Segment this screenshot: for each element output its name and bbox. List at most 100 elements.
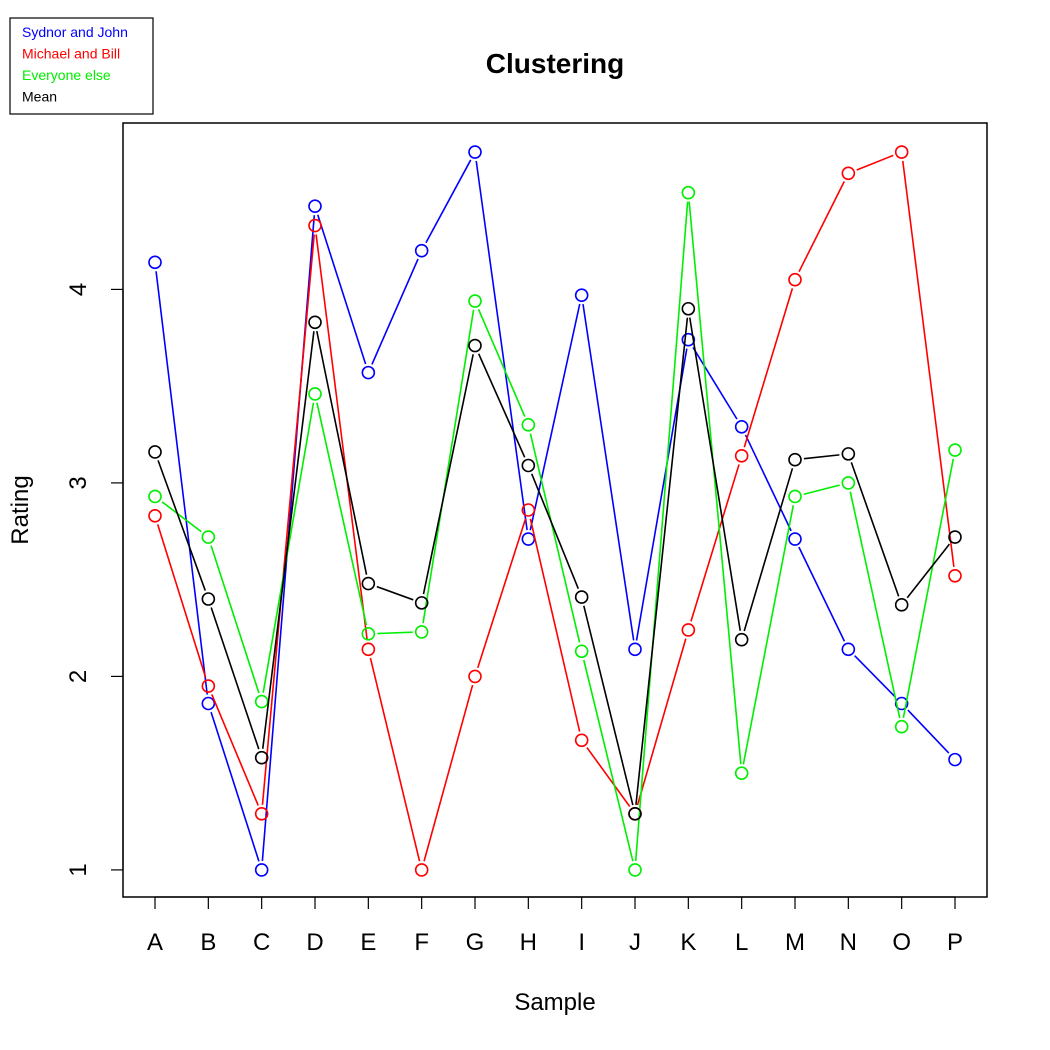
x-tick-label: C bbox=[253, 929, 270, 956]
series-line-segment bbox=[854, 655, 896, 698]
data-point bbox=[841, 166, 856, 181]
series-line-segment bbox=[902, 458, 955, 719]
series-line-segment bbox=[316, 402, 368, 626]
data-point bbox=[574, 590, 589, 604]
data-point bbox=[788, 452, 802, 467]
legend-entry: Sydnor and John bbox=[22, 24, 128, 40]
series-line-segment bbox=[262, 402, 315, 693]
data-point bbox=[414, 863, 429, 877]
x-tick-label: O bbox=[892, 929, 911, 956]
x-axis: A B C D E F G H I J K L M N O P bbox=[147, 896, 963, 956]
series-line-segment bbox=[476, 518, 527, 669]
series-2 bbox=[148, 185, 962, 877]
data-point bbox=[361, 576, 376, 591]
data-point bbox=[574, 733, 589, 748]
series-line-segment bbox=[530, 473, 580, 590]
data-point bbox=[841, 642, 856, 657]
series-line-segment bbox=[211, 694, 259, 806]
series-line-segment bbox=[161, 501, 202, 533]
data-point bbox=[254, 863, 269, 877]
series-line-segment bbox=[906, 543, 951, 599]
series-line-segment bbox=[849, 491, 901, 719]
data-point bbox=[788, 272, 802, 287]
data-point bbox=[201, 592, 216, 606]
series-line-segment bbox=[316, 214, 367, 365]
series-line-segment bbox=[423, 684, 474, 862]
data-point bbox=[628, 642, 642, 657]
x-tick-label: H bbox=[520, 929, 537, 956]
series-line-segment bbox=[636, 638, 687, 806]
y-tick-label: 1 bbox=[65, 863, 92, 876]
series-line-segment bbox=[210, 607, 260, 750]
data-point bbox=[254, 806, 269, 821]
data-point bbox=[948, 443, 962, 457]
data-point bbox=[948, 568, 962, 583]
x-tick-label: N bbox=[840, 929, 857, 956]
x-tick-label: L bbox=[735, 929, 748, 956]
series-line-segment bbox=[856, 154, 894, 171]
data-point bbox=[894, 598, 909, 612]
x-tick-label: A bbox=[147, 929, 163, 956]
x-tick-label: J bbox=[629, 929, 641, 956]
data-point bbox=[201, 696, 216, 711]
data-point bbox=[574, 644, 589, 659]
series-line-segment bbox=[743, 468, 794, 632]
series-line-segment bbox=[583, 659, 634, 862]
legend-entry: Michael and Bill bbox=[22, 46, 120, 62]
y-axis: 1 2 3 4 bbox=[65, 283, 124, 877]
data-point bbox=[841, 447, 856, 461]
series-line-segment bbox=[798, 546, 846, 642]
series-line-segment bbox=[210, 545, 260, 694]
data-point bbox=[468, 294, 482, 308]
series-line-segment bbox=[850, 462, 900, 597]
series-line-segment bbox=[316, 330, 368, 575]
data-point bbox=[254, 694, 269, 709]
series-line-segment bbox=[155, 271, 209, 695]
data-point bbox=[148, 489, 162, 504]
data-point bbox=[148, 255, 162, 270]
data-point bbox=[628, 863, 642, 877]
data-point bbox=[681, 185, 696, 200]
data-point bbox=[148, 445, 162, 459]
series-line-segment bbox=[803, 484, 840, 496]
data-point bbox=[841, 476, 856, 490]
data-point bbox=[734, 766, 749, 780]
x-tick-label: B bbox=[200, 929, 216, 956]
y-tick-label: 4 bbox=[65, 283, 92, 296]
series-line-segment bbox=[692, 346, 738, 420]
x-tick-label: K bbox=[680, 929, 696, 956]
data-point bbox=[788, 532, 802, 546]
series-line-segment bbox=[582, 303, 635, 641]
x-tick-label: G bbox=[466, 929, 485, 956]
data-point bbox=[308, 387, 322, 401]
series-line-segment bbox=[210, 711, 260, 862]
x-tick-label: M bbox=[785, 929, 805, 956]
data-point bbox=[414, 625, 429, 639]
data-point bbox=[468, 338, 482, 353]
data-point bbox=[521, 503, 536, 517]
series-line-segment bbox=[742, 505, 795, 765]
legend: Sydnor and John Michael and Bill Everyone … bbox=[9, 17, 154, 115]
data-point bbox=[521, 418, 536, 432]
series-line-segment bbox=[371, 258, 419, 365]
series-line-segment bbox=[425, 159, 472, 244]
data-point bbox=[201, 530, 216, 544]
x-tick-label: F bbox=[414, 929, 429, 956]
data-point bbox=[681, 301, 696, 316]
data-point bbox=[894, 719, 909, 734]
data-point bbox=[734, 449, 749, 463]
data-point bbox=[148, 509, 162, 523]
series-line-segment bbox=[529, 433, 581, 643]
data-point bbox=[681, 623, 696, 637]
series-line-segment bbox=[157, 460, 207, 591]
data-point bbox=[894, 145, 909, 159]
chart-title: Clustering bbox=[486, 48, 624, 79]
series-line-segment bbox=[586, 747, 631, 807]
data-point bbox=[628, 806, 642, 821]
series-line-segment bbox=[744, 434, 792, 532]
series-line-segment bbox=[477, 353, 526, 458]
series-layer bbox=[148, 145, 962, 877]
series-line-segment bbox=[369, 657, 421, 862]
x-tick-label: I bbox=[578, 929, 585, 956]
